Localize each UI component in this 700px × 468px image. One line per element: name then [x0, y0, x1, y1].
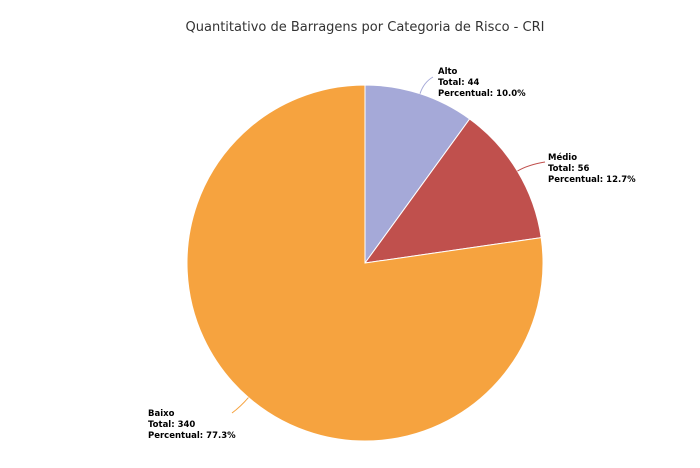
label-total: Total: 44 [438, 78, 479, 88]
label-name: Alto [438, 67, 458, 77]
label-percent: Percentual: 77.3% [148, 431, 236, 441]
chart-title: Quantitativo de Barragens por Categoria … [186, 20, 545, 35]
label-name: Médio [548, 152, 577, 163]
pie-slice [364, 84, 471, 265]
connector [231, 397, 249, 414]
label-total: Total: 340 [148, 420, 195, 430]
pie-slice [363, 118, 542, 264]
connector [419, 76, 434, 94]
connector [517, 161, 546, 172]
label-total: Total: 56 [548, 164, 589, 174]
label-percent: Percentual: 12.7% [548, 175, 636, 185]
label-percent: Percentual: 10.0% [438, 89, 526, 99]
label-name: Baixo [148, 409, 175, 419]
